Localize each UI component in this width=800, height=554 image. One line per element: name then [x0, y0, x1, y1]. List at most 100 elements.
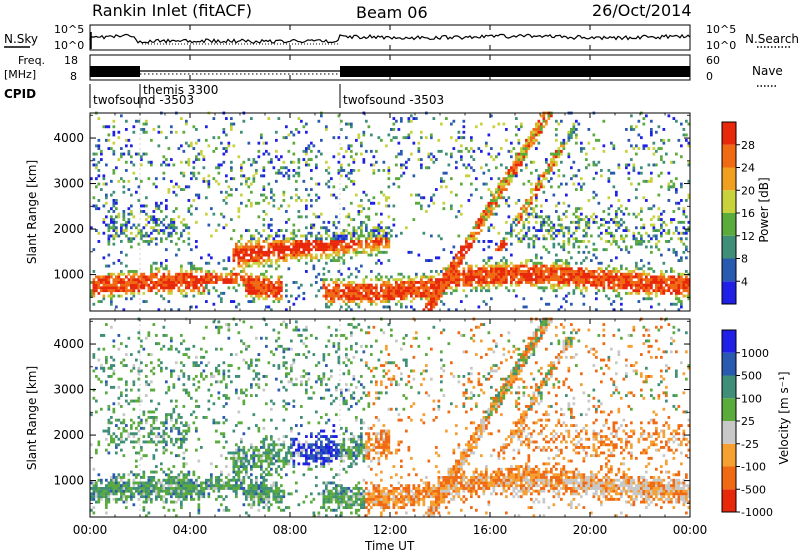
- heatmap-cell: [617, 275, 621, 279]
- heatmap-cell: [282, 199, 286, 202]
- heatmap-cell: [440, 122, 443, 126]
- heatmap-cell: [430, 199, 433, 202]
- heatmap-cell: [220, 272, 223, 276]
- heatmap-cell: [602, 278, 606, 282]
- heatmap-cell: [465, 237, 468, 241]
- heatmap-cell: [502, 185, 506, 189]
- heatmap-cell: [542, 117, 546, 120]
- heatmap-cell: [152, 470, 156, 474]
- heatmap-cell: [302, 291, 306, 295]
- heatmap-cell: [125, 291, 128, 295]
- heatmap-cell: [355, 289, 358, 293]
- heatmap-cell: [360, 226, 363, 230]
- heatmap-cell: [645, 231, 648, 235]
- heatmap-cell: [497, 177, 501, 181]
- heatmap-cell: [217, 278, 221, 282]
- heatmap-cell: [177, 308, 181, 312]
- heatmap-cell: [112, 497, 116, 501]
- heatmap-cell: [682, 226, 686, 230]
- heatmap-cell: [347, 300, 351, 303]
- heatmap-cell: [655, 130, 658, 134]
- heatmap-cell: [407, 281, 411, 284]
- heatmap-cell: [227, 272, 231, 276]
- heatmap-cell: [105, 215, 108, 219]
- heatmap-cell: [515, 117, 518, 120]
- heatmap-cell: [207, 281, 211, 284]
- heatmap-cell: [225, 272, 228, 276]
- heatmap-cell: [655, 283, 658, 287]
- heatmap-cell: [500, 264, 503, 268]
- heatmap-cell: [642, 144, 646, 148]
- heatmap-cell: [202, 278, 206, 282]
- heatmap-cell: [162, 334, 166, 337]
- heatmap-cell: [327, 185, 331, 189]
- heatmap-cell: [152, 218, 156, 221]
- heatmap-cell: [137, 229, 141, 232]
- heatmap-cell: [485, 302, 488, 306]
- heatmap-cell: [570, 278, 573, 282]
- heatmap-cell: [287, 204, 291, 208]
- heatmap-cell: [142, 440, 146, 444]
- heatmap-cell: [122, 215, 126, 219]
- heatmap-cell: [290, 237, 293, 241]
- heatmap-cell: [162, 484, 166, 488]
- heatmap-cell: [112, 339, 116, 343]
- heatmap-cell: [220, 297, 223, 301]
- heatmap-cell: [532, 264, 536, 268]
- heatmap-cell: [130, 283, 133, 287]
- heatmap-cell: [250, 281, 253, 284]
- heatmap-cell: [615, 256, 618, 260]
- heatmap-cell: [642, 278, 646, 282]
- heatmap-cell: [490, 177, 493, 181]
- heatmap-cell: [335, 291, 338, 295]
- heatmap-cell: [342, 207, 346, 211]
- heatmap-cell: [315, 163, 318, 167]
- heatmap-cell: [317, 182, 321, 186]
- heatmap-cell: [170, 283, 173, 287]
- heatmap-cell: [510, 267, 513, 271]
- heatmap-cell: [155, 201, 158, 205]
- heatmap-cell: [177, 286, 181, 290]
- heatmap-cell: [150, 361, 153, 365]
- heatmap-cell: [115, 231, 118, 235]
- heatmap-cell: [560, 259, 563, 262]
- heatmap-cell: [500, 190, 503, 194]
- heatmap-cell: [547, 250, 551, 254]
- heatmap-cell: [542, 286, 546, 290]
- heatmap-cell: [237, 207, 241, 211]
- heatmap-cell: [642, 289, 646, 293]
- heatmap-cell: [362, 207, 366, 211]
- heatmap-cell: [120, 437, 123, 441]
- heatmap-cell: [575, 272, 578, 276]
- heatmap-cell: [257, 149, 261, 153]
- heatmap-cell: [532, 136, 536, 140]
- heatmap-cell: [665, 152, 668, 156]
- heatmap-cell: [302, 297, 306, 301]
- heatmap-cell: [250, 294, 253, 298]
- heatmap-cell: [167, 190, 171, 194]
- heatmap-cell: [385, 204, 388, 208]
- heatmap-cell: [122, 481, 126, 485]
- heatmap-cell: [237, 245, 241, 249]
- heatmap-cell: [320, 234, 323, 238]
- heatmap-cell: [527, 179, 531, 183]
- heatmap-cell: [455, 278, 458, 282]
- heatmap-cell: [497, 193, 501, 197]
- heatmap-cell: [320, 253, 323, 257]
- heatmap-cell: [112, 283, 116, 287]
- heatmap-cell: [492, 226, 496, 230]
- heatmap-cell: [387, 215, 391, 219]
- heatmap-cell: [655, 278, 658, 282]
- heatmap-cell: [377, 226, 381, 230]
- heatmap-cell: [637, 182, 641, 186]
- heatmap-cell: [535, 264, 538, 268]
- heatmap-cell: [560, 267, 563, 271]
- heatmap-cell: [190, 177, 193, 181]
- heatmap-cell: [607, 297, 611, 301]
- heatmap-cell: [352, 250, 356, 254]
- heatmap-cell: [360, 283, 363, 287]
- heatmap-cell: [520, 270, 523, 273]
- heatmap-cell: [387, 231, 391, 235]
- heatmap-cell: [137, 429, 141, 433]
- heatmap-cell: [105, 163, 108, 167]
